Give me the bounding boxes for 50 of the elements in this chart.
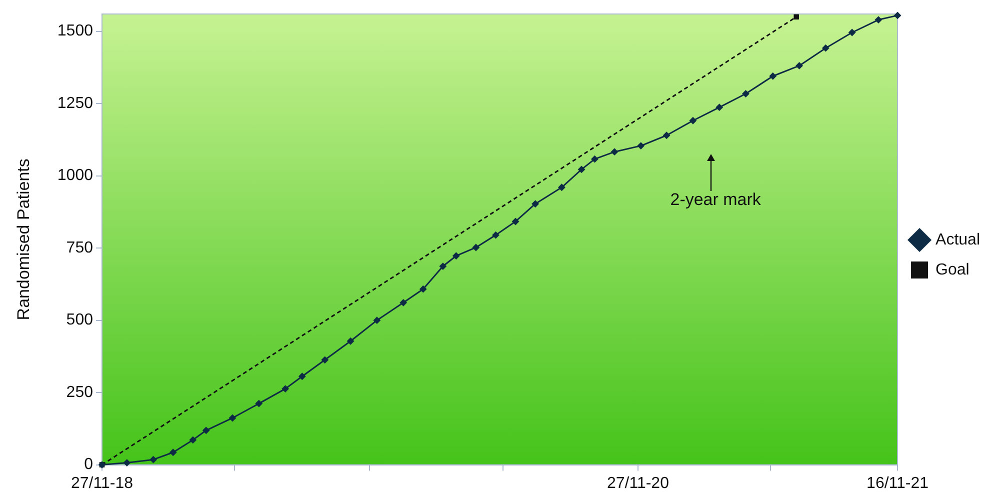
point: [769, 72, 776, 80]
point: [282, 385, 289, 392]
point: [558, 184, 566, 191]
x-tick-label: 27/11-18: [71, 474, 134, 492]
y-tick-label: 1000: [57, 167, 94, 184]
point: [347, 338, 354, 345]
point: [663, 132, 670, 139]
legend-label: Actual: [936, 231, 980, 248]
point: [373, 316, 380, 324]
point: [689, 117, 696, 124]
point: [255, 400, 262, 408]
point: [611, 148, 618, 156]
legend-label: Goal: [936, 261, 970, 278]
y-tick-label: 250: [66, 384, 94, 401]
y-tick-label: 750: [66, 239, 94, 256]
point: [321, 356, 328, 364]
point: [796, 62, 803, 70]
point: [439, 262, 446, 270]
point: [400, 299, 407, 306]
point: [848, 28, 856, 36]
point: [794, 14, 799, 20]
point: [189, 436, 196, 444]
point: [452, 252, 460, 260]
y-tick-label: 500: [66, 312, 94, 329]
y-tick-label: 1500: [57, 22, 94, 40]
point: [591, 156, 598, 163]
point: [229, 414, 236, 422]
y-tick-label: 0: [84, 456, 94, 474]
y-axis-title: Randomised Patients: [14, 158, 33, 320]
point: [170, 448, 177, 456]
point: [578, 166, 586, 173]
point: [492, 232, 500, 239]
annotation: 2-year mark: [670, 190, 762, 209]
point: [742, 90, 750, 98]
point: [512, 218, 520, 225]
point: [420, 286, 427, 293]
point: [150, 456, 157, 464]
point: [874, 16, 882, 24]
y-tick-label: 1250: [57, 94, 94, 112]
x-tick-label: 16/11-21: [866, 474, 929, 492]
point: [472, 244, 480, 251]
point: [123, 459, 130, 466]
point: [894, 12, 902, 19]
point: [202, 426, 210, 434]
point: [637, 142, 644, 150]
point: [716, 104, 723, 111]
point: [298, 372, 306, 380]
x-tick-label: 27/11-20: [606, 474, 670, 492]
point: [532, 200, 539, 208]
point: [822, 44, 830, 52]
